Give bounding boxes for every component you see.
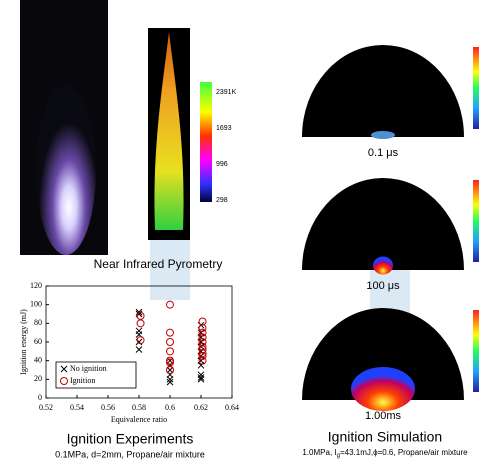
dome: [302, 178, 464, 270]
legend-label: Ignition: [70, 376, 95, 385]
x-marker: [61, 366, 67, 372]
kernel: [373, 257, 393, 275]
circle-marker: [167, 329, 174, 336]
y-tick-label: 20: [34, 374, 42, 383]
colorbar-label: 298: [216, 197, 228, 204]
frame-label: 0.1 μs: [368, 147, 399, 159]
subtitle-part: =43.1mJ,ϕ=0.6, Propane/air mixture: [340, 448, 468, 457]
simulation-subtitle: 1.0MPa, Ig=43.1mJ,ϕ=0.6, Propane/air mix…: [302, 448, 468, 458]
sim-colorbar: [473, 180, 479, 262]
x-tick-label: 0.54: [70, 403, 84, 412]
simulation-title: Ignition Simulation: [328, 429, 442, 445]
chart-subtitle: 0.1MPa, d=2mm, Propane/air mixture: [55, 449, 205, 459]
frame-label: 1.00ms: [365, 410, 402, 422]
y-tick-label: 80: [34, 318, 42, 327]
y-tick-label: 60: [34, 337, 42, 346]
x-tick-label: 0.62: [194, 403, 208, 412]
kernel: [351, 367, 415, 411]
circle-marker: [137, 320, 144, 327]
x-tick-label: 0.52: [39, 403, 53, 412]
x-tick-label: 0.6: [165, 403, 175, 412]
x-axis-label: Equivalence ratio: [111, 415, 167, 424]
y-tick-label: 100: [30, 299, 42, 308]
subtitle-part: 1.0MPa, I: [302, 448, 336, 457]
simulation: 0.1 μs 100 μs 1.00ms: [302, 45, 479, 422]
y-tick-label: 120: [30, 281, 42, 290]
sim-colorbar: [473, 310, 479, 392]
x-tick-label: 0.64: [225, 403, 239, 412]
chart-title: Ignition Experiments: [67, 431, 194, 447]
colorbar-label: 2391K: [216, 89, 237, 96]
sim-colorbar: [473, 47, 479, 129]
circle-marker: [167, 301, 174, 308]
x-tick-label: 0.58: [132, 403, 146, 412]
x-marker: [198, 362, 204, 368]
x-marker: [136, 346, 142, 352]
y-tick-label: 40: [34, 355, 42, 364]
kernel: [371, 131, 395, 139]
frame-label: 100 μs: [366, 280, 400, 292]
colorbar-label: 1693: [216, 125, 232, 132]
x-tick-label: 0.56: [101, 403, 115, 412]
y-axis-label: Ignition energy (mJ): [19, 309, 28, 375]
y-tick-label: 0: [38, 393, 42, 402]
caption: Near Infrared Pyrometry: [94, 257, 223, 271]
slide: 2391K 1693 996 298 Near Infrared Pyromet…: [0, 0, 497, 462]
circle-marker: [167, 339, 174, 346]
colorbar: [200, 82, 212, 202]
flame: [36, 85, 96, 255]
circle-marker: [61, 378, 68, 385]
circle-marker: [167, 348, 174, 355]
scatter-chart: 0 20 40 60 80 100 120 0.52 0.54 0.56 0.58 0.6 0.62 0.…: [19, 281, 239, 424]
dome: [302, 45, 464, 137]
legend-label: No ignition: [70, 364, 107, 373]
colorbar-label: 996: [216, 161, 228, 168]
